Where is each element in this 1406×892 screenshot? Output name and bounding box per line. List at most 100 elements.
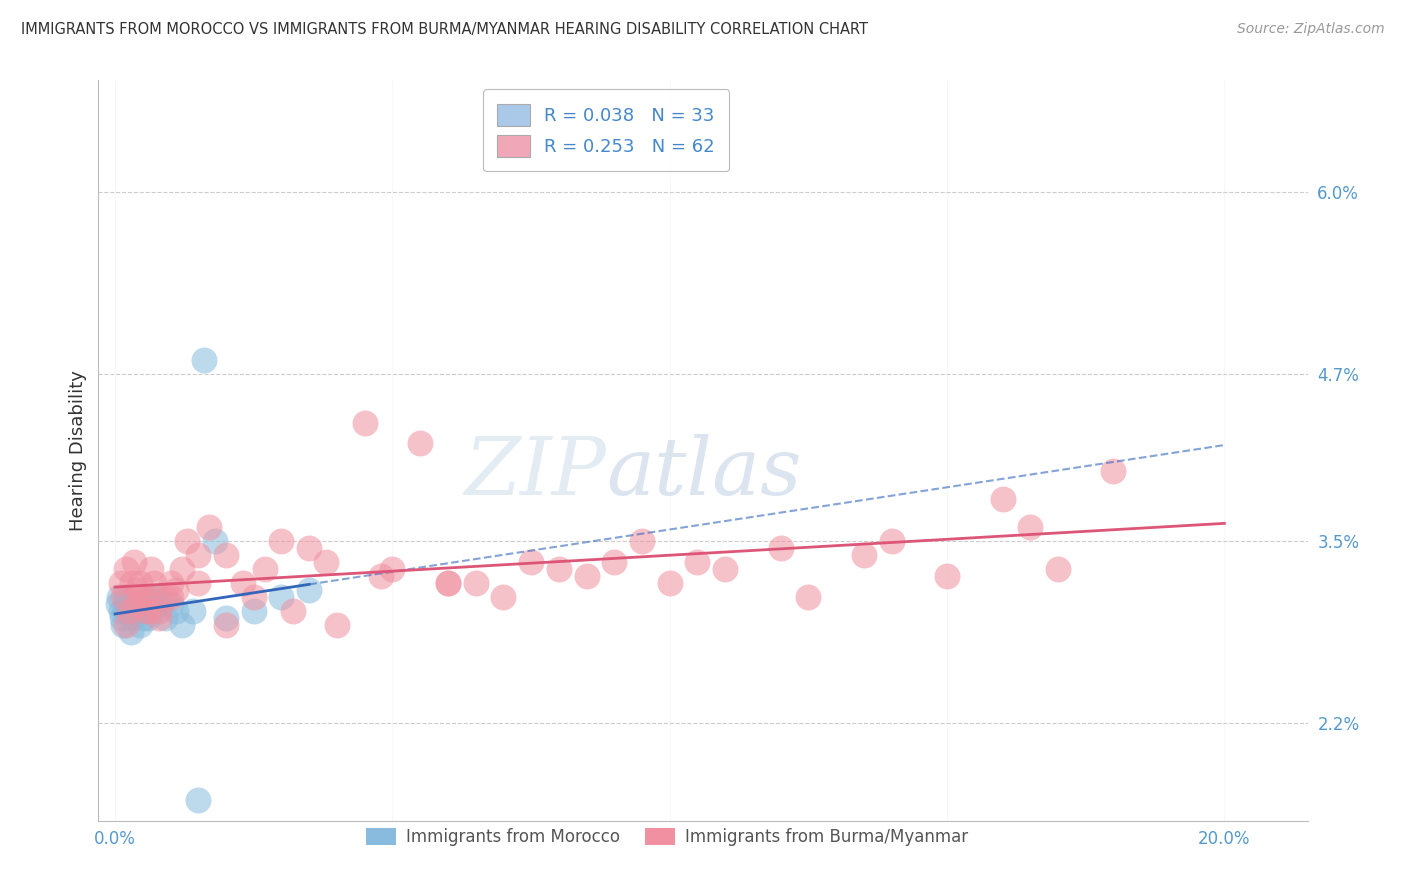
- Point: [797, 590, 820, 604]
- Point: [769, 541, 792, 556]
- Point: [142, 576, 165, 591]
- Point: [298, 541, 321, 556]
- Legend: Immigrants from Morocco, Immigrants from Burma/Myanmar: Immigrants from Morocco, Immigrants from…: [359, 822, 974, 853]
- Point: [135, 604, 157, 618]
- Point: [153, 611, 176, 625]
- Point: [148, 590, 170, 604]
- Point: [159, 590, 181, 604]
- Point: [381, 562, 404, 576]
- Point: [1019, 520, 1042, 534]
- Point: [547, 562, 569, 576]
- Point: [298, 583, 321, 598]
- Point: [111, 611, 134, 625]
- Point: [118, 604, 141, 618]
- Point: [686, 555, 709, 569]
- Point: [129, 618, 152, 632]
- Point: [242, 604, 264, 618]
- Point: [181, 604, 204, 618]
- Point: [117, 597, 139, 611]
- Point: [187, 548, 209, 562]
- Point: [153, 590, 176, 604]
- Point: [187, 793, 209, 807]
- Point: [121, 611, 143, 625]
- Point: [127, 583, 149, 598]
- Point: [124, 555, 146, 569]
- Point: [520, 555, 543, 569]
- Point: [165, 583, 187, 598]
- Point: [437, 576, 460, 591]
- Point: [115, 590, 138, 604]
- Point: [270, 590, 292, 604]
- Point: [409, 436, 432, 450]
- Point: [148, 604, 170, 618]
- Point: [658, 576, 681, 591]
- Point: [281, 604, 304, 618]
- Text: ZIP: ZIP: [464, 434, 606, 511]
- Point: [215, 618, 238, 632]
- Point: [253, 562, 276, 576]
- Point: [852, 548, 875, 562]
- Point: [121, 576, 143, 591]
- Point: [127, 597, 149, 611]
- Point: [1102, 464, 1125, 478]
- Point: [315, 555, 337, 569]
- Point: [139, 590, 162, 604]
- Point: [138, 604, 160, 618]
- Text: atlas: atlas: [606, 434, 801, 511]
- Point: [112, 618, 135, 632]
- Point: [176, 534, 198, 549]
- Point: [631, 534, 654, 549]
- Point: [198, 520, 221, 534]
- Point: [603, 555, 626, 569]
- Y-axis label: Hearing Disability: Hearing Disability: [69, 370, 87, 531]
- Point: [129, 576, 152, 591]
- Point: [170, 618, 193, 632]
- Point: [114, 604, 136, 618]
- Point: [148, 611, 170, 625]
- Point: [991, 492, 1014, 507]
- Point: [1046, 562, 1069, 576]
- Point: [127, 604, 149, 618]
- Point: [326, 618, 349, 632]
- Point: [124, 597, 146, 611]
- Point: [108, 590, 131, 604]
- Point: [135, 604, 157, 618]
- Point: [110, 576, 132, 591]
- Point: [142, 604, 165, 618]
- Point: [107, 597, 129, 611]
- Point: [112, 590, 135, 604]
- Point: [138, 611, 160, 625]
- Point: [353, 416, 375, 430]
- Point: [132, 590, 155, 604]
- Point: [880, 534, 903, 549]
- Point: [165, 604, 187, 618]
- Point: [232, 576, 254, 591]
- Point: [242, 590, 264, 604]
- Text: Source: ZipAtlas.com: Source: ZipAtlas.com: [1237, 22, 1385, 37]
- Point: [145, 597, 167, 611]
- Point: [139, 562, 162, 576]
- Point: [193, 352, 215, 367]
- Point: [120, 625, 142, 640]
- Text: IMMIGRANTS FROM MOROCCO VS IMMIGRANTS FROM BURMA/MYANMAR HEARING DISABILITY CORR: IMMIGRANTS FROM MOROCCO VS IMMIGRANTS FR…: [21, 22, 868, 37]
- Point: [115, 562, 138, 576]
- Point: [370, 569, 392, 583]
- Point: [215, 611, 238, 625]
- Point: [492, 590, 515, 604]
- Point: [437, 576, 460, 591]
- Point: [187, 576, 209, 591]
- Point: [118, 604, 141, 618]
- Point: [138, 590, 160, 604]
- Point: [159, 576, 181, 591]
- Point: [464, 576, 486, 591]
- Point: [132, 611, 155, 625]
- Point: [170, 562, 193, 576]
- Point: [575, 569, 598, 583]
- Point: [215, 548, 238, 562]
- Point: [936, 569, 959, 583]
- Point: [159, 597, 181, 611]
- Point: [110, 604, 132, 618]
- Point: [270, 534, 292, 549]
- Point: [204, 534, 226, 549]
- Point: [714, 562, 737, 576]
